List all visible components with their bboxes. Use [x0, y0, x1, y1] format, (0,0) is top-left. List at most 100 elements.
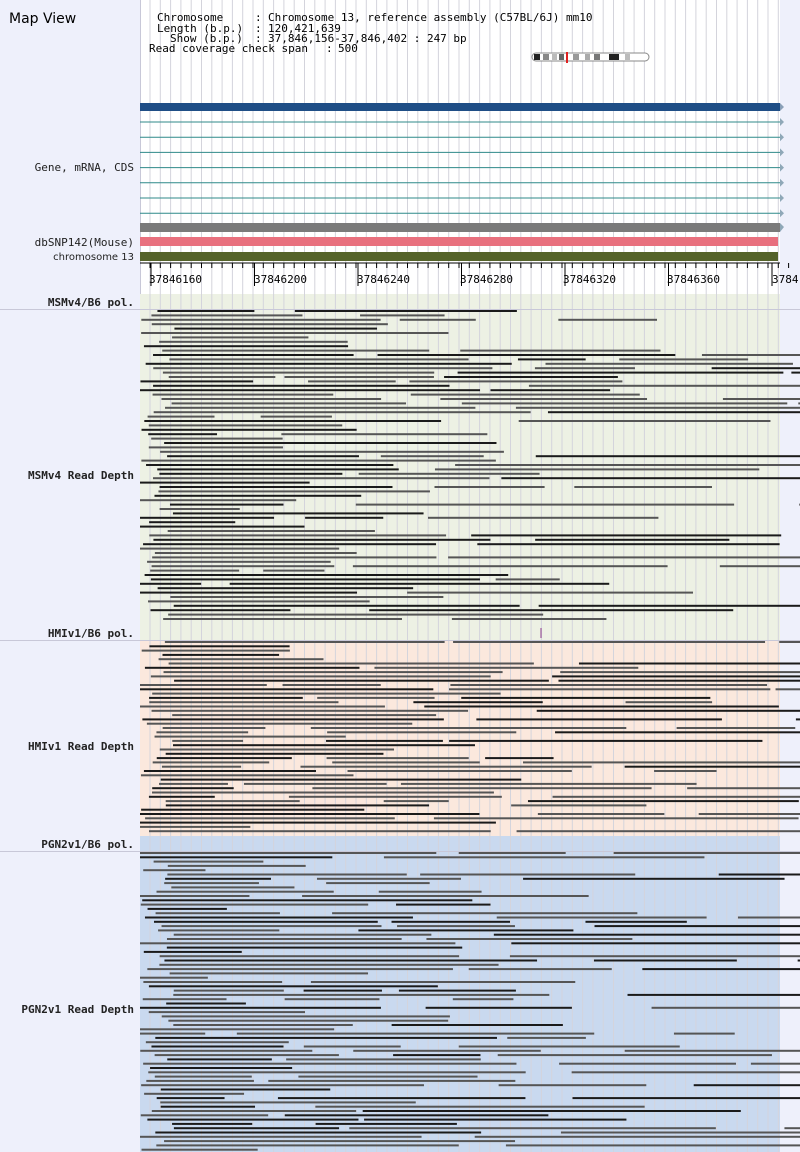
- read-bar: [303, 1045, 401, 1048]
- read-bar: [476, 718, 722, 721]
- read-bar: [143, 981, 283, 983]
- read-bar: [516, 830, 800, 833]
- read-bar: [155, 912, 280, 915]
- tracks-svg: [140, 0, 800, 1152]
- read-bar: [164, 641, 445, 643]
- read-bar: [158, 658, 324, 661]
- read-bar: [737, 916, 800, 919]
- chromosome-ideogram[interactable]: [529, 52, 653, 64]
- read-bar: [300, 765, 592, 768]
- read-bar: [654, 770, 717, 772]
- read-bar: [140, 1032, 206, 1035]
- read-bar: [153, 367, 493, 370]
- read-bar: [154, 1054, 339, 1057]
- read-bar: [143, 869, 206, 872]
- read-bar: [471, 534, 782, 537]
- read-bar: [718, 873, 800, 876]
- read-bar: [433, 817, 799, 820]
- read-bar: [147, 1118, 359, 1121]
- read-bar: [523, 761, 800, 764]
- read-bar: [142, 998, 227, 1001]
- read-bar: [518, 420, 771, 422]
- chromosome-bar: [140, 252, 778, 261]
- read-bar: [165, 800, 300, 803]
- read-bar: [547, 411, 800, 414]
- read-bar: [151, 314, 303, 317]
- read-bar: [150, 1067, 293, 1069]
- read-bar: [624, 1049, 800, 1052]
- read-bar: [536, 709, 800, 712]
- read-bar: [140, 380, 254, 383]
- read-bar: [155, 1131, 482, 1134]
- read-bar: [173, 993, 550, 996]
- read-bar: [298, 1075, 478, 1078]
- read-bar: [585, 920, 687, 923]
- read-bar: [141, 1084, 424, 1087]
- read-bar: [719, 565, 800, 568]
- read-bar: [797, 959, 800, 962]
- read-bar: [558, 318, 658, 321]
- read-bar: [795, 718, 800, 721]
- read-bar: [143, 950, 242, 953]
- read-bar: [362, 1110, 741, 1112]
- read-bar: [150, 569, 240, 572]
- read-bar: [164, 959, 538, 962]
- read-bar: [619, 358, 749, 361]
- read-bar: [157, 587, 414, 590]
- read-bar: [152, 761, 270, 764]
- read-bar: [150, 609, 291, 612]
- read-bar: [144, 420, 442, 422]
- read-bar: [798, 402, 800, 405]
- read-bar: [146, 1079, 254, 1082]
- read-bar: [141, 332, 449, 334]
- transcript-arrow: [780, 133, 784, 142]
- read-bar: [750, 1062, 800, 1065]
- read-bar: [263, 569, 325, 572]
- read-bar: [167, 1058, 272, 1061]
- read-bar: [154, 494, 362, 497]
- read-bar: [140, 976, 208, 979]
- snp-bar: [140, 237, 778, 246]
- read-bar: [722, 398, 800, 400]
- read-bar: [571, 1071, 800, 1074]
- read-bar: [505, 1144, 800, 1147]
- read-bar: [515, 406, 800, 409]
- read-bar: [364, 1118, 627, 1121]
- read-bar: [360, 314, 445, 317]
- read-bar: [243, 782, 387, 785]
- read-bar: [160, 1101, 416, 1104]
- read-bar: [140, 942, 456, 945]
- read-bar: [284, 1114, 549, 1117]
- read-bar: [140, 774, 354, 777]
- length-label: Length (b.p.): [157, 22, 244, 35]
- length-value: 120,421,639: [268, 22, 341, 35]
- read-bar: [507, 1036, 586, 1039]
- transcript-arrow: [780, 194, 784, 202]
- read-bar: [310, 727, 627, 729]
- section-divider: [0, 640, 800, 641]
- read-bar: [164, 442, 497, 444]
- cds-bar: [140, 223, 780, 232]
- read-bar: [160, 778, 522, 781]
- read-bar: [140, 1114, 269, 1117]
- read-bar: [149, 534, 447, 537]
- read-bar: [358, 929, 574, 932]
- read-bar: [332, 761, 480, 764]
- read-bar: [169, 358, 469, 361]
- read-bar: [310, 981, 576, 983]
- read-bar: [159, 472, 343, 475]
- read-bar: [651, 1006, 800, 1009]
- read-bar: [159, 782, 228, 785]
- read-bar: [157, 310, 255, 312]
- read-bar: [143, 543, 437, 546]
- read-bar: [156, 757, 292, 760]
- read-bar: [380, 455, 484, 458]
- read-bar: [711, 367, 800, 370]
- read-bar: [165, 752, 384, 755]
- read-bar: [145, 362, 512, 365]
- read-bar: [143, 770, 316, 772]
- read-bar: [558, 679, 800, 682]
- read-bar: [140, 825, 251, 828]
- read-bar: [535, 455, 800, 458]
- read-bar: [160, 450, 504, 453]
